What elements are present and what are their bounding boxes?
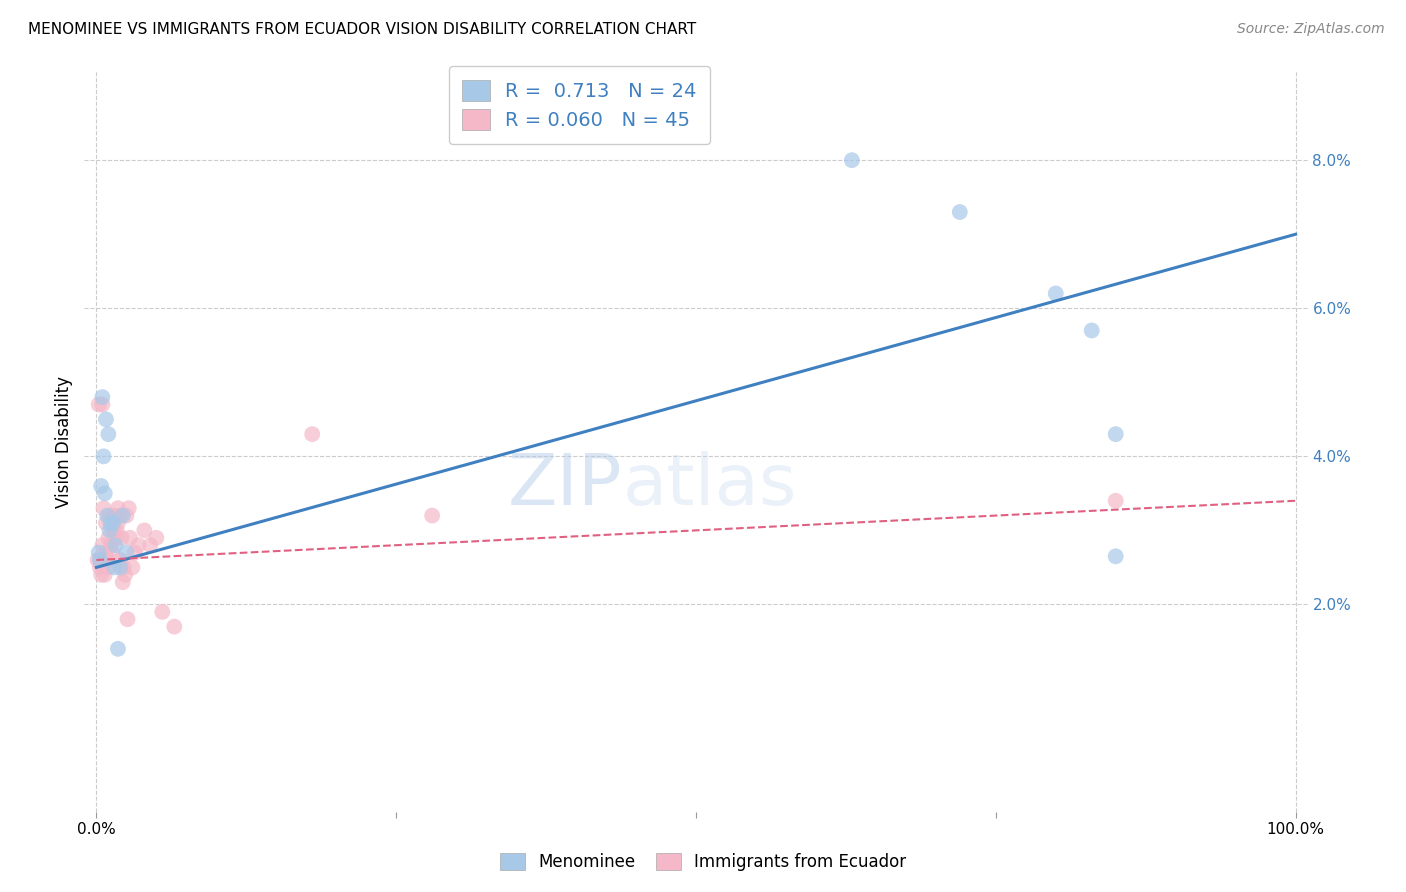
- Point: [1105, 427, 1128, 442]
- Point: [89, 553, 111, 567]
- Point: [134, 524, 156, 538]
- Point: [105, 524, 128, 538]
- Point: [107, 641, 129, 656]
- Point: [139, 538, 162, 552]
- Point: [163, 619, 186, 633]
- Text: atlas: atlas: [623, 451, 797, 520]
- Point: [98, 508, 121, 523]
- Point: [145, 531, 167, 545]
- Point: [1045, 286, 1067, 301]
- Point: [94, 545, 117, 560]
- Point: [118, 531, 141, 545]
- Point: [150, 605, 173, 619]
- Point: [107, 501, 129, 516]
- Point: [949, 205, 972, 219]
- Point: [93, 486, 117, 500]
- Point: [100, 538, 122, 552]
- Point: [101, 516, 124, 530]
- Point: [96, 508, 118, 523]
- Point: [104, 531, 127, 545]
- Point: [101, 545, 124, 560]
- Point: [94, 412, 117, 426]
- Point: [118, 501, 141, 516]
- Point: [100, 516, 122, 530]
- Point: [96, 553, 118, 567]
- Point: [93, 501, 115, 516]
- Point: [93, 450, 115, 464]
- Point: [87, 545, 110, 560]
- Point: [1105, 549, 1128, 564]
- Point: [91, 398, 114, 412]
- Point: [93, 553, 115, 567]
- Y-axis label: Vision Disability: Vision Disability: [55, 376, 73, 508]
- Point: [111, 508, 134, 523]
- Point: [86, 553, 108, 567]
- Legend: R =  0.713   N = 24, R = 0.060   N = 45: R = 0.713 N = 24, R = 0.060 N = 45: [449, 66, 710, 144]
- Legend: Menominee, Immigrants from Ecuador: Menominee, Immigrants from Ecuador: [492, 845, 914, 880]
- Point: [93, 567, 117, 582]
- Point: [98, 524, 121, 538]
- Text: MENOMINEE VS IMMIGRANTS FROM ECUADOR VISION DISABILITY CORRELATION CHART: MENOMINEE VS IMMIGRANTS FROM ECUADOR VIS…: [28, 22, 696, 37]
- Point: [91, 538, 114, 552]
- Point: [103, 560, 125, 574]
- Point: [107, 516, 129, 530]
- Point: [87, 398, 110, 412]
- Point: [91, 390, 114, 404]
- Text: ZIP: ZIP: [508, 451, 623, 520]
- Point: [420, 508, 443, 523]
- Point: [112, 560, 135, 574]
- Point: [97, 560, 120, 574]
- Point: [124, 545, 146, 560]
- Point: [110, 531, 132, 545]
- Point: [90, 567, 112, 582]
- Point: [97, 531, 120, 545]
- Point: [127, 538, 149, 552]
- Point: [117, 612, 139, 626]
- Point: [841, 153, 863, 168]
- Point: [114, 567, 136, 582]
- Point: [110, 508, 132, 523]
- Point: [1080, 324, 1102, 338]
- Point: [115, 508, 138, 523]
- Point: [121, 560, 143, 574]
- Point: [97, 427, 120, 442]
- Point: [110, 553, 132, 567]
- Point: [101, 524, 124, 538]
- Text: Source: ZipAtlas.com: Source: ZipAtlas.com: [1237, 22, 1385, 37]
- Point: [90, 479, 112, 493]
- Point: [115, 545, 138, 560]
- Point: [89, 553, 111, 567]
- Point: [111, 575, 134, 590]
- Point: [1105, 493, 1128, 508]
- Point: [110, 560, 132, 574]
- Point: [104, 538, 127, 552]
- Point: [103, 508, 125, 523]
- Point: [301, 427, 323, 442]
- Point: [89, 560, 111, 574]
- Point: [94, 516, 117, 530]
